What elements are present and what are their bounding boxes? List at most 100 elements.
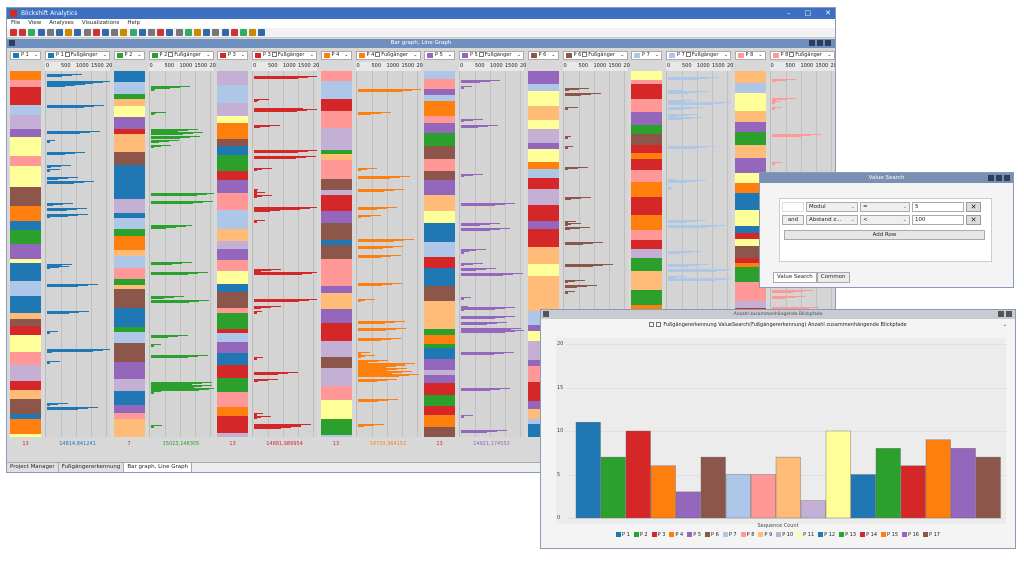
chevron-down-icon[interactable]: ⌄ xyxy=(344,52,349,58)
operator-select[interactable]: < ⌄ xyxy=(860,215,910,225)
chevron-down-icon[interactable]: ⌄ xyxy=(137,52,142,58)
toolbar-tool-icon[interactable] xyxy=(175,29,183,36)
line-selector[interactable]: P 5 Fußgänger ⌄ xyxy=(459,51,524,60)
stripe-selector[interactable]: P 5 ⌄ xyxy=(424,51,455,60)
stripe-selector[interactable]: P 3 ⌄ xyxy=(217,51,248,60)
toolbar-tool-icon[interactable] xyxy=(102,29,109,36)
line-selector[interactable]: P 3 Fußgänger ⌄ xyxy=(252,51,317,60)
chevron-down-icon[interactable]: ⌄ xyxy=(654,52,659,58)
checkbox[interactable] xyxy=(685,52,691,57)
chevron-down-icon[interactable]: ⌄ xyxy=(516,52,521,58)
line-selector[interactable]: P 6 Fußgänger ⌄ xyxy=(562,51,628,60)
line-selector[interactable]: P 8 Fußgänger ⌄ xyxy=(769,51,835,60)
menu-analyses[interactable]: Analyses xyxy=(49,20,74,26)
bar-chart-menu-icon[interactable] xyxy=(543,311,549,317)
panel-menu-icon[interactable] xyxy=(9,40,15,46)
stripe-selector[interactable]: P 1 ⌄ xyxy=(10,51,41,60)
chevron-down-icon[interactable]: ⌄ xyxy=(827,52,832,58)
checkbox[interactable] xyxy=(271,52,277,57)
chevron-down-icon[interactable]: ⌄ xyxy=(758,52,763,58)
bar-p2[interactable] xyxy=(600,456,626,519)
line-graph[interactable] xyxy=(252,71,317,437)
menu-visualizations[interactable]: Visualizations xyxy=(81,20,120,26)
chevron-down-icon[interactable]: ⌄ xyxy=(551,52,556,58)
chevron-down-icon[interactable]: ⌄ xyxy=(413,52,418,58)
stripe-selector[interactable]: P 4 ⌄ xyxy=(320,51,352,60)
bar-p6[interactable] xyxy=(700,456,726,519)
line-graph[interactable] xyxy=(148,71,214,437)
toolbar-tool-icon[interactable] xyxy=(148,29,155,36)
minimize-button[interactable]: – xyxy=(787,9,791,17)
line-graph[interactable] xyxy=(45,71,110,437)
bar-p15[interactable] xyxy=(925,439,951,519)
bc-close-icon[interactable] xyxy=(1006,311,1012,317)
remove-row-icon[interactable]: ✕ xyxy=(966,215,981,225)
checkbox[interactable] xyxy=(789,52,795,57)
bar-p12[interactable] xyxy=(850,474,876,519)
toolbar-tool-icon[interactable] xyxy=(138,29,146,36)
toolbar-tool-icon[interactable] xyxy=(37,29,45,36)
value-input[interactable]: 100 xyxy=(912,215,964,225)
stripe-selector[interactable]: P 7 ⌄ xyxy=(631,51,662,60)
toolbar-tool-icon[interactable] xyxy=(19,29,27,36)
toolbar-tool-icon[interactable] xyxy=(74,29,82,36)
stripe-selector[interactable]: P 2 ⌄ xyxy=(113,51,145,60)
field-select[interactable]: Abstand z... ⌄ xyxy=(806,215,858,225)
chevron-down-icon[interactable]: ⌄ xyxy=(723,52,728,58)
sequence-stripe[interactable] xyxy=(320,71,352,437)
toolbar-tool-icon[interactable] xyxy=(166,29,174,36)
add-row-button[interactable]: Add Row xyxy=(784,230,985,240)
line-graph[interactable] xyxy=(459,71,524,437)
operator-select[interactable]: = ⌄ xyxy=(860,202,910,212)
line-selector[interactable]: P 7 Fußgänger ⌄ xyxy=(666,51,731,60)
bc-maximize-icon[interactable] xyxy=(998,311,1004,317)
checkbox[interactable] xyxy=(582,52,588,57)
chevron-down-icon[interactable]: ⌄ xyxy=(620,52,625,58)
bar-p17[interactable] xyxy=(975,456,1001,519)
panel-float-icon[interactable] xyxy=(809,40,815,46)
toolbar-tool-icon[interactable] xyxy=(46,29,54,36)
chevron-down-icon[interactable]: ⌄ xyxy=(447,52,452,58)
line-selector[interactable]: P 2 Fußgänger ⌄ xyxy=(148,51,214,60)
toolbar-tool-icon[interactable] xyxy=(249,29,257,36)
sequence-stripe[interactable] xyxy=(424,71,455,437)
sequence-stripe[interactable] xyxy=(113,71,145,437)
toolbar-tool-icon[interactable] xyxy=(111,29,119,36)
bar-p13[interactable] xyxy=(875,448,901,519)
value-input[interactable]: 5 xyxy=(912,202,964,212)
tab-common[interactable]: Common xyxy=(816,272,850,283)
toolbar-tool-icon[interactable] xyxy=(230,29,238,36)
menu-help[interactable]: Help xyxy=(127,20,140,26)
toolbar-tool-icon[interactable] xyxy=(120,29,128,36)
menu-view[interactable]: View xyxy=(28,20,42,26)
toolbar-tool-icon[interactable] xyxy=(221,29,229,36)
toolbar-tool-icon[interactable] xyxy=(92,29,100,36)
vs-maximize-icon[interactable] xyxy=(996,175,1002,181)
checkbox[interactable] xyxy=(168,52,174,57)
header-checkbox[interactable] xyxy=(649,322,655,327)
checkbox[interactable] xyxy=(478,52,484,57)
tab-project-manager[interactable]: Project Manager xyxy=(7,463,59,472)
checkbox[interactable] xyxy=(64,52,70,57)
line-selector[interactable]: P 1 Fußgänger ⌄ xyxy=(45,51,110,60)
stripe-selector[interactable]: P 6 ⌄ xyxy=(527,51,559,60)
toolbar-tool-icon[interactable] xyxy=(203,29,211,36)
line-graph[interactable] xyxy=(355,71,421,437)
bar-p14[interactable] xyxy=(900,465,926,519)
bar-p11[interactable] xyxy=(825,430,851,519)
sequence-stripe[interactable] xyxy=(10,71,41,437)
tab-value-search[interactable]: Value Search xyxy=(773,272,817,283)
toolbar-tool-icon[interactable] xyxy=(212,29,220,36)
tab-fussgaengererkennung[interactable]: Fußgängererkennung xyxy=(58,463,125,472)
chevron-down-icon[interactable]: ⌄ xyxy=(33,52,38,58)
bar-p4[interactable] xyxy=(650,465,676,519)
bar-p7[interactable] xyxy=(725,474,751,519)
toolbar-tool-icon[interactable] xyxy=(184,29,192,36)
bar-p1[interactable] xyxy=(575,422,601,519)
chevron-down-icon[interactable]: ⌄ xyxy=(1002,322,1007,328)
close-button[interactable]: ✕ xyxy=(825,9,831,17)
bar-p9[interactable] xyxy=(775,456,801,519)
toolbar-tool-icon[interactable] xyxy=(65,29,73,36)
toolbar-tool-icon[interactable] xyxy=(240,29,247,36)
chevron-down-icon[interactable]: ⌄ xyxy=(309,52,314,58)
